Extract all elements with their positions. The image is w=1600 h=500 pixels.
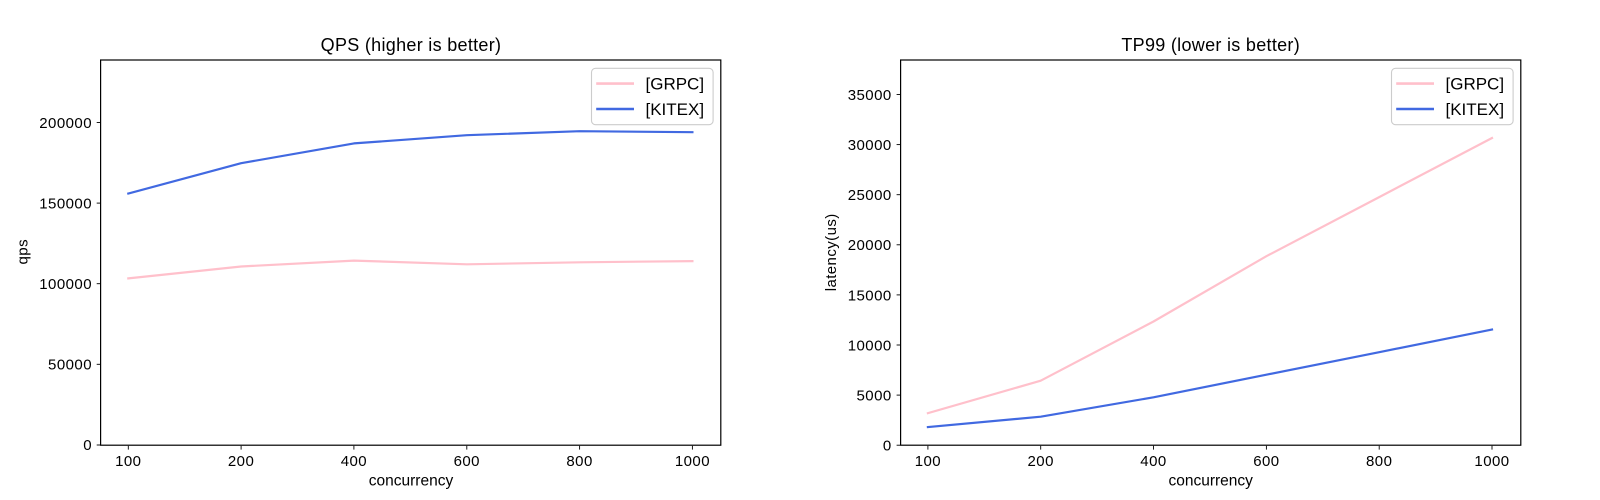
svg-text:25000: 25000 bbox=[848, 187, 892, 204]
svg-text:0: 0 bbox=[83, 437, 92, 454]
svg-text:qps: qps bbox=[14, 239, 31, 265]
svg-text:100: 100 bbox=[115, 453, 141, 470]
svg-text:QPS (higher is better): QPS (higher is better) bbox=[321, 35, 502, 55]
svg-text:100: 100 bbox=[915, 453, 941, 470]
svg-text:200000: 200000 bbox=[39, 115, 92, 132]
svg-text:[GRPC]: [GRPC] bbox=[646, 75, 705, 94]
svg-text:[KITEX]: [KITEX] bbox=[646, 100, 705, 119]
svg-text:20000: 20000 bbox=[848, 237, 892, 254]
svg-text:600: 600 bbox=[1253, 453, 1279, 470]
svg-text:400: 400 bbox=[341, 453, 367, 470]
svg-text:0: 0 bbox=[883, 438, 892, 455]
svg-text:150000: 150000 bbox=[39, 196, 92, 213]
svg-text:600: 600 bbox=[454, 453, 480, 470]
svg-text:1000: 1000 bbox=[1474, 453, 1509, 470]
svg-text:5000: 5000 bbox=[857, 388, 892, 405]
svg-text:200: 200 bbox=[1028, 453, 1054, 470]
svg-text:latency(us): latency(us) bbox=[823, 213, 840, 291]
svg-text:100000: 100000 bbox=[39, 276, 92, 293]
svg-text:10000: 10000 bbox=[848, 337, 892, 354]
svg-text:35000: 35000 bbox=[848, 87, 892, 104]
svg-text:30000: 30000 bbox=[848, 137, 892, 154]
svg-text:800: 800 bbox=[1366, 453, 1392, 470]
svg-text:1000: 1000 bbox=[675, 453, 710, 470]
svg-text:concurrency: concurrency bbox=[369, 473, 454, 490]
svg-text:[GRPC]: [GRPC] bbox=[1446, 75, 1505, 94]
svg-text:400: 400 bbox=[1140, 453, 1166, 470]
svg-text:200: 200 bbox=[228, 453, 254, 470]
svg-text:800: 800 bbox=[566, 453, 592, 470]
svg-text:[KITEX]: [KITEX] bbox=[1446, 100, 1505, 119]
svg-text:50000: 50000 bbox=[48, 357, 92, 374]
svg-text:15000: 15000 bbox=[848, 287, 892, 304]
svg-text:concurrency: concurrency bbox=[1168, 473, 1253, 490]
svg-text:TP99 (lower is better): TP99 (lower is better) bbox=[1121, 35, 1300, 55]
